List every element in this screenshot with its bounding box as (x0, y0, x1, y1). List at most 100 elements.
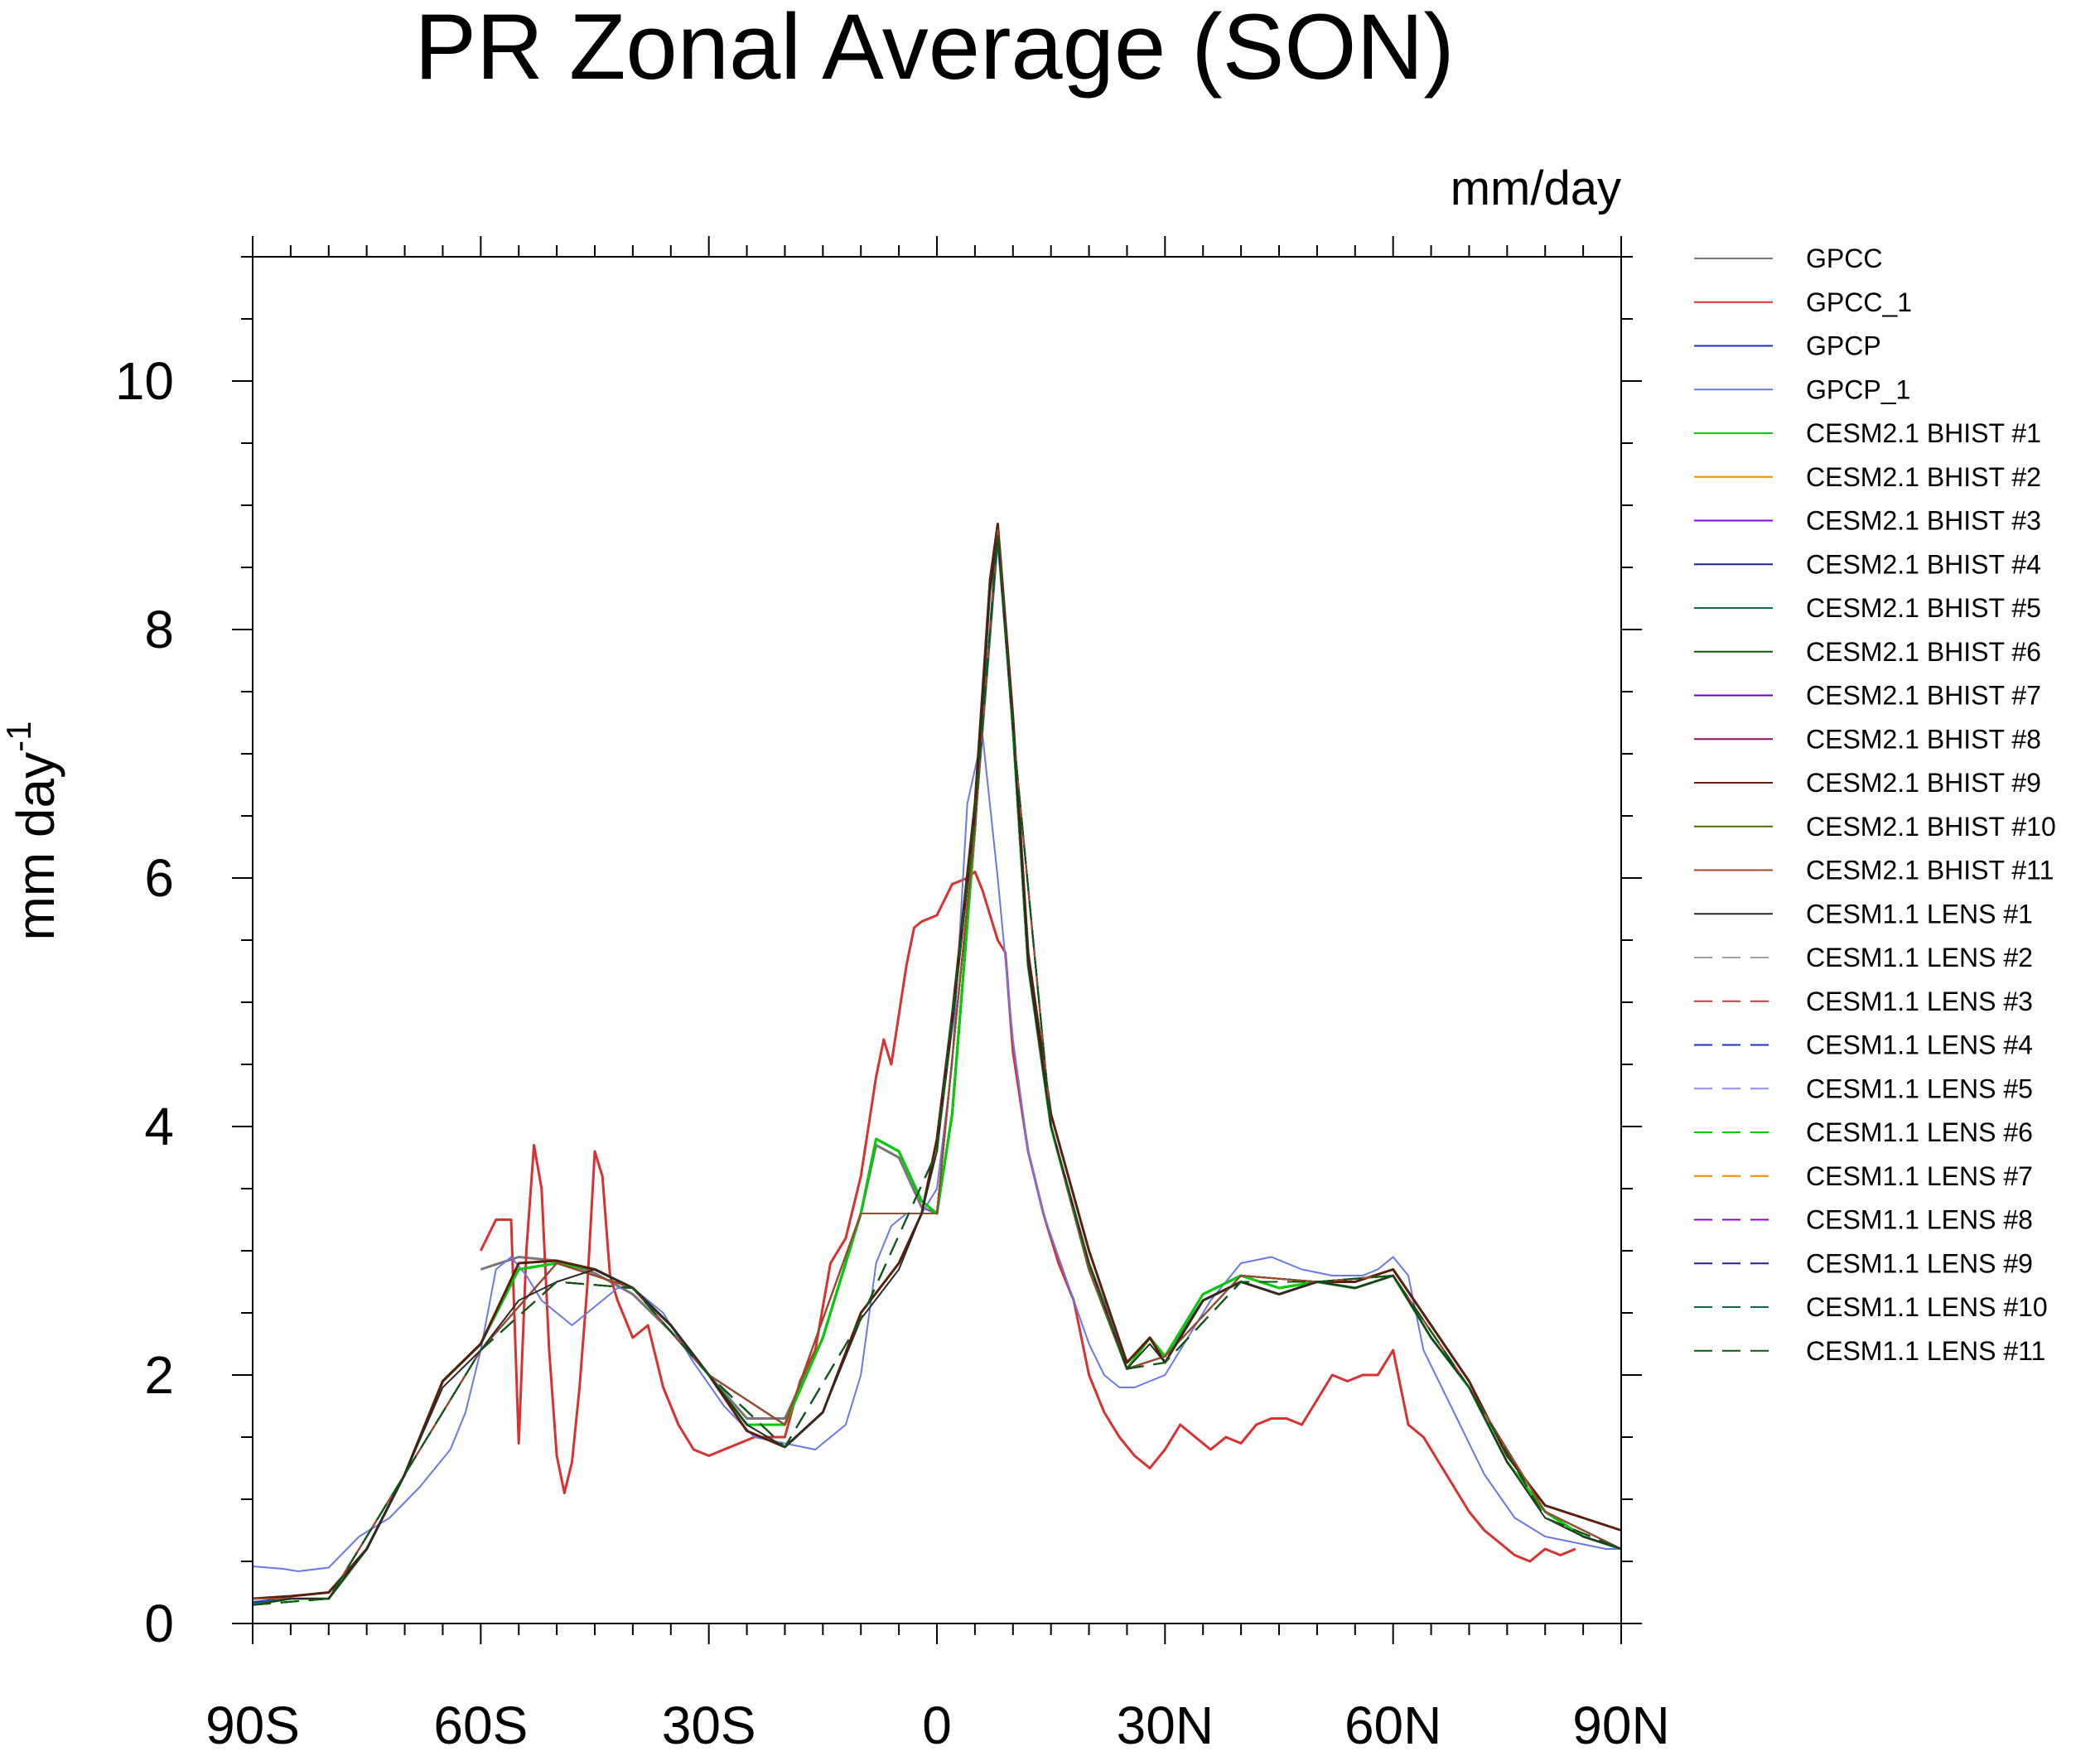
legend-label-16: CESM1.1 LENS #1 (1806, 899, 2033, 929)
legend-label-11: CESM2.1 BHIST #7 (1806, 681, 2041, 711)
series-line-13 (252, 523, 1622, 1600)
legend-item-15: CESM2.1 BHIST #11 (1694, 856, 2054, 885)
x-tick-labels: 90S 60S 30S 0 30N 60N 90N (205, 1696, 1670, 1755)
legend-item-6: CESM2.1 BHIST #2 (1694, 462, 2041, 492)
legend-label-10: CESM2.1 BHIST #6 (1806, 637, 2041, 667)
legend-item-20: CESM1.1 LENS #5 (1694, 1073, 2033, 1103)
legend-item-3: GPCP (1694, 331, 1881, 361)
legend-item-4: GPCP_1 (1694, 374, 1910, 404)
series-line-6 (253, 523, 1622, 1599)
x-tick-label-5: 60N (1344, 1696, 1441, 1755)
legend-item-25: CESM1.1 LENS #10 (1694, 1292, 2048, 1322)
legend-label-15: CESM2.1 BHIST #11 (1806, 856, 2054, 885)
legend-item-22: CESM1.1 LENS #7 (1694, 1161, 2033, 1191)
series-line-16 (252, 535, 1622, 1606)
series-line-3 (252, 528, 1622, 1604)
y-tick-label-3: 6 (144, 848, 174, 908)
series-line-5 (252, 528, 1622, 1606)
series-line-18 (252, 535, 1622, 1606)
legend-item-24: CESM1.1 LENS #9 (1694, 1248, 2033, 1278)
legend-label-3: GPCP (1806, 331, 1881, 361)
legend-item-18: CESM1.1 LENS #3 (1694, 987, 2033, 1016)
series-line-1 (480, 528, 1394, 1420)
legend-item-21: CESM1.1 LENS #6 (1694, 1117, 2033, 1147)
legend-item-16: CESM1.1 LENS #1 (1694, 899, 2033, 929)
y-tick-label-0: 0 (144, 1594, 174, 1653)
series-line-17 (252, 535, 1622, 1606)
legend-label-26: CESM1.1 LENS #11 (1806, 1336, 2045, 1366)
series-line-7 (253, 535, 1622, 1599)
legend-item-7: CESM2.1 BHIST #3 (1694, 506, 2041, 536)
x-tick-label-6: 90N (1572, 1696, 1669, 1755)
legend-item-11: CESM2.1 BHIST #7 (1694, 681, 2041, 711)
legend-label-1: GPCC (1806, 244, 1882, 273)
units-label: mm/day (1451, 162, 1621, 215)
legend-item-12: CESM2.1 BHIST #8 (1694, 724, 2041, 754)
legend-label-12: CESM2.1 BHIST #8 (1806, 724, 2041, 754)
legend-item-8: CESM2.1 BHIST #4 (1694, 549, 2041, 579)
legend-item-26: CESM1.1 LENS #11 (1694, 1336, 2045, 1366)
series-line-22 (252, 535, 1622, 1606)
legend-item-17: CESM1.1 LENS #2 (1694, 943, 2033, 972)
series-line-20 (252, 535, 1622, 1606)
legend-label-19: CESM1.1 LENS #4 (1806, 1030, 2033, 1060)
legend-label-25: CESM1.1 LENS #10 (1806, 1292, 2048, 1322)
legend-label-13: CESM2.1 BHIST #9 (1806, 768, 2041, 798)
legend-item-23: CESM1.1 LENS #8 (1694, 1205, 2033, 1235)
x-tick-label-0: 90S (205, 1696, 300, 1755)
series-line-2 (479, 871, 1576, 1563)
series-line-23 (252, 535, 1622, 1606)
legend-label-23: CESM1.1 LENS #8 (1806, 1205, 2033, 1235)
series-line-9 (253, 542, 1622, 1599)
series-line-26 (252, 535, 1622, 1606)
y-axis-label-superscript: -1 (0, 721, 38, 752)
y-axis-label: mm day-1 (0, 721, 65, 941)
legend-label-18: CESM1.1 LENS #3 (1806, 987, 2033, 1016)
plot-lines (252, 523, 1622, 1606)
legend: GPCC GPCC_1 GPCP GPCP_1 CESM2.1 BHIST #1 CESM… (1694, 244, 2056, 1366)
legend-label-6: CESM2.1 BHIST #2 (1806, 462, 2041, 492)
legend-label-2: GPCC_1 (1806, 287, 1912, 317)
series-line-4 (252, 734, 1621, 1572)
legend-label-5: CESM2.1 BHIST #1 (1806, 418, 2041, 448)
plot-frame (252, 256, 1622, 1624)
legend-label-8: CESM2.1 BHIST #4 (1806, 549, 2041, 579)
legend-label-4: GPCP_1 (1806, 374, 1910, 404)
legend-label-24: CESM1.1 LENS #9 (1806, 1248, 2033, 1278)
legend-item-9: CESM2.1 BHIST #5 (1694, 593, 2041, 623)
legend-item-10: CESM2.1 BHIST #6 (1694, 637, 2041, 667)
x-tick-label-3: 0 (922, 1696, 952, 1755)
y-tick-label-5: 10 (115, 351, 174, 411)
legend-item-13: CESM2.1 BHIST #9 (1694, 768, 2041, 798)
legend-label-7: CESM2.1 BHIST #3 (1806, 506, 2041, 536)
series-line-11 (253, 529, 1622, 1599)
chart-title: PR Zonal Average (SON) (414, 0, 1454, 99)
y-tick-labels: 0 2 4 6 8 10 (115, 351, 174, 1653)
legend-item-19: CESM1.1 LENS #4 (1694, 1030, 2033, 1060)
legend-label-22: CESM1.1 LENS #7 (1806, 1161, 2033, 1191)
y-tick-label-2: 4 (144, 1097, 174, 1156)
y-tick-label-4: 8 (144, 600, 174, 659)
series-line-14 (253, 529, 1622, 1599)
x-tick-label-2: 30S (662, 1696, 756, 1755)
y-tick-label-1: 2 (144, 1345, 174, 1405)
series-line-21 (252, 535, 1622, 1606)
legend-label-20: CESM1.1 LENS #5 (1806, 1073, 2033, 1103)
legend-label-14: CESM2.1 BHIST #10 (1806, 812, 2056, 842)
y-axis-label-main: mm day (6, 752, 65, 941)
series-line-24 (252, 535, 1622, 1606)
legend-label-17: CESM1.1 LENS #2 (1806, 943, 2033, 972)
series-line-15 (253, 529, 1622, 1599)
legend-item-14: CESM2.1 BHIST #10 (1694, 812, 2056, 842)
series-line-10 (253, 529, 1622, 1599)
legend-item-2: GPCC_1 (1694, 287, 1912, 317)
series-line-8 (253, 529, 1622, 1599)
x-tick-label-4: 30N (1117, 1696, 1214, 1755)
x-tick-label-1: 60S (433, 1696, 528, 1755)
legend-label-21: CESM1.1 LENS #6 (1806, 1117, 2033, 1147)
series-line-25 (252, 535, 1622, 1606)
legend-label-9: CESM2.1 BHIST #5 (1806, 593, 2041, 623)
legend-item-5: CESM2.1 BHIST #1 (1694, 418, 2041, 448)
